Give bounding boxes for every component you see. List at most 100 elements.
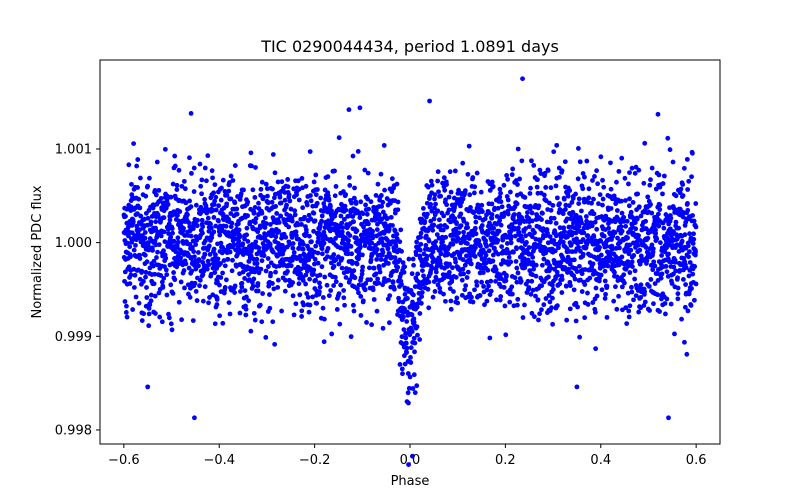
data-point — [454, 221, 459, 227]
data-point — [144, 285, 149, 290]
data-point — [490, 184, 496, 189]
data-point — [315, 260, 321, 266]
data-point — [219, 185, 224, 191]
data-point — [122, 299, 128, 304]
data-point — [152, 293, 158, 299]
data-point — [484, 243, 490, 249]
data-point — [629, 289, 635, 295]
data-point — [479, 223, 485, 228]
data-point — [570, 210, 576, 216]
data-point — [602, 278, 608, 284]
data-point — [648, 277, 654, 282]
data-point — [447, 169, 453, 175]
data-point — [290, 245, 296, 251]
data-point — [148, 292, 154, 298]
data-point — [142, 252, 148, 258]
data-point — [172, 163, 178, 169]
data-point — [333, 279, 339, 285]
x-tick-label: −0.4 — [203, 453, 235, 468]
data-point — [450, 265, 455, 271]
data-point — [196, 250, 201, 255]
data-point — [380, 199, 386, 205]
data-point — [317, 284, 323, 290]
data-point — [469, 294, 474, 300]
data-point — [628, 209, 634, 215]
data-point — [594, 168, 599, 174]
data-point — [448, 189, 454, 195]
data-point — [649, 165, 655, 171]
data-point — [432, 289, 438, 294]
data-point — [418, 241, 424, 247]
data-point — [647, 182, 653, 188]
data-point — [216, 203, 222, 209]
data-point — [637, 247, 643, 253]
data-point — [523, 233, 529, 239]
data-point — [185, 212, 190, 218]
data-point — [388, 214, 394, 220]
data-point — [337, 321, 343, 327]
data-point — [164, 292, 170, 298]
y-axis-label: Normalized PDC flux — [30, 185, 45, 318]
data-point — [175, 239, 181, 245]
data-point — [594, 293, 600, 299]
data-point — [248, 150, 254, 156]
data-point — [649, 242, 655, 248]
data-point — [319, 264, 325, 270]
data-point — [135, 157, 141, 162]
data-point — [578, 248, 583, 254]
data-point — [364, 211, 370, 217]
data-point — [252, 205, 258, 210]
data-point — [157, 314, 163, 320]
data-point — [345, 251, 351, 257]
data-point — [158, 273, 164, 278]
data-point — [293, 301, 299, 307]
data-point — [491, 225, 497, 231]
data-point — [602, 296, 608, 301]
data-point — [136, 300, 142, 306]
data-point — [313, 192, 319, 198]
data-point — [448, 298, 454, 304]
data-point — [319, 213, 325, 219]
data-point — [600, 196, 606, 202]
data-point — [648, 201, 653, 207]
data-point — [358, 294, 364, 299]
data-point — [489, 201, 495, 207]
data-point — [500, 237, 506, 243]
data-point — [232, 290, 237, 295]
data-point — [322, 225, 328, 230]
data-point — [349, 200, 354, 206]
data-point — [662, 301, 668, 306]
data-point — [243, 306, 249, 312]
data-point — [565, 254, 571, 260]
data-point — [268, 270, 274, 276]
data-point — [641, 180, 647, 186]
data-point — [499, 204, 505, 210]
data-point — [409, 453, 415, 459]
data-point — [146, 311, 152, 317]
data-point — [431, 222, 437, 228]
data-point — [371, 297, 377, 302]
data-point — [370, 235, 376, 241]
data-point — [419, 290, 425, 295]
data-point — [560, 211, 566, 217]
data-point — [139, 268, 145, 274]
data-point — [453, 226, 459, 232]
data-point — [673, 219, 679, 225]
data-point — [326, 293, 332, 299]
data-point — [128, 254, 133, 260]
data-point — [386, 261, 391, 266]
data-point — [279, 308, 285, 314]
data-point — [279, 179, 285, 185]
data-point — [207, 295, 212, 300]
data-point — [303, 272, 309, 278]
data-point — [305, 294, 311, 300]
data-point — [299, 314, 305, 319]
data-point — [310, 294, 316, 300]
data-point — [663, 263, 669, 269]
data-point — [171, 238, 177, 244]
data-point — [417, 337, 423, 342]
data-point — [561, 196, 567, 202]
data-point — [158, 195, 164, 201]
data-point — [231, 242, 237, 248]
data-point — [498, 199, 504, 205]
